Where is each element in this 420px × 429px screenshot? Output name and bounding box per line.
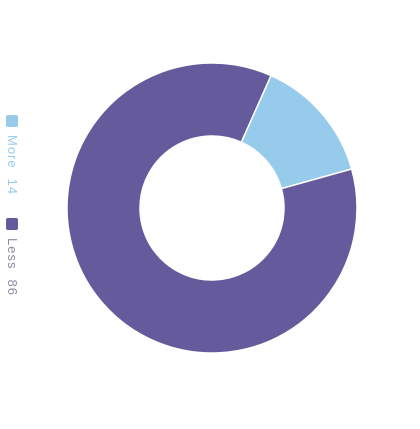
legend-swatch: [6, 115, 18, 127]
donut: [66, 62, 358, 354]
legend: More 14 Less 86: [5, 115, 20, 296]
legend-value: 14: [5, 179, 20, 195]
legend-entry: More 14: [5, 135, 20, 195]
legend-label: Less: [5, 238, 20, 269]
legend-entry: Less 86: [5, 238, 20, 296]
legend-value: 86: [5, 279, 20, 295]
donut-slice: [66, 62, 358, 354]
legend-swatch: [6, 218, 18, 230]
legend-label: More: [5, 135, 20, 169]
